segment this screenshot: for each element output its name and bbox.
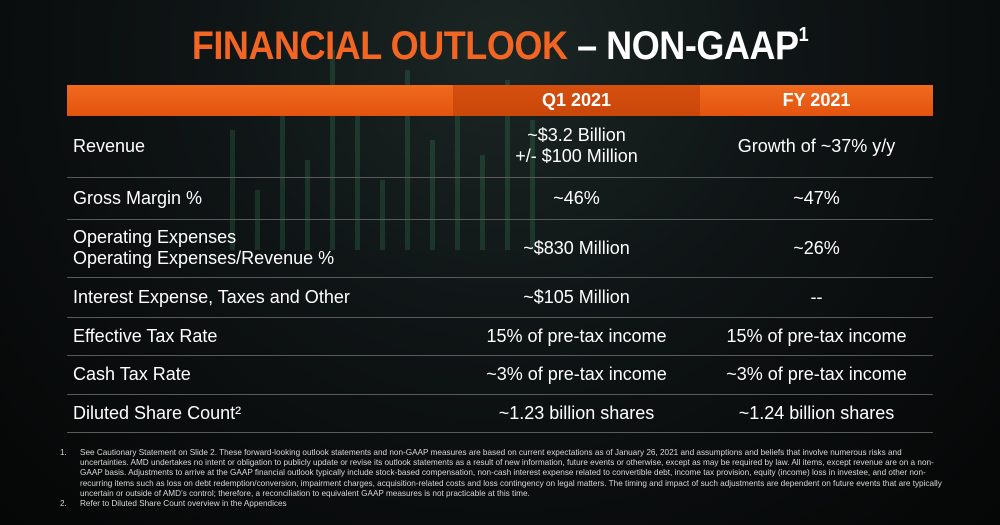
row-label-line: Cash Tax Rate [73,364,191,384]
fy-value-line: ~47% [793,187,840,208]
row-label: Cash Tax Rate [67,355,453,395]
q1-value: ~$105 Million [453,277,700,318]
q1-value-line: +/- $100 Million [515,146,638,167]
row-label: Gross Margin % [67,177,453,220]
q1-value-line: ~1.23 billion shares [498,402,655,423]
q1-value-line: ~46% [553,187,600,208]
fy-value-line: ~1.24 billion shares [738,402,895,423]
row-label-line: Gross Margin % [73,187,203,208]
row-label-line: Diluted Share Count² [73,402,242,423]
table-row: Operating Expenses Operating Expenses/Rev… [67,219,933,278]
table-header: Q1 2021 FY 2021 [67,85,933,116]
q1-value: 15% of pre-tax income [453,317,700,356]
fy-value-line: ~3% of pre-tax income [726,364,907,384]
fy-value-line: 15% of pre-tax income [726,325,907,346]
row-label: Revenue [67,116,453,178]
row-label-line: Effective Tax Rate [73,325,218,346]
outlook-table: Q1 2021 FY 2021 Revenue ~$3.2 Billion +/- … [67,85,933,433]
table-row: Cash Tax Rate ~3% of pre-tax income ~3% of… [67,355,933,395]
fy-value-line: -- [810,286,823,307]
header-fy: FY 2021 [700,85,933,116]
footnote-number: 2. [60,499,67,509]
row-label: Operating Expenses Operating Expenses/Rev… [67,219,453,278]
fy-value: ~3% of pre-tax income [700,355,933,395]
fy-value: ~1.24 billion shares [700,394,933,433]
footnotes: 1. See Cautionary Statement on Slide 2. T… [60,448,950,509]
table-row: Gross Margin % ~46% ~47% [67,177,933,220]
q1-value-line: ~3% of pre-tax income [486,364,667,384]
fy-value: -- [700,277,933,318]
header-label [67,85,453,116]
table-row: Revenue ~$3.2 Billion +/- $100 Million Grow… [67,116,933,178]
row-label-line: Operating Expenses [73,227,237,247]
footnote: 1. See Cautionary Statement on Slide 2. T… [60,448,950,499]
page-title: FINANCIAL OUTLOOK – NON-GAAP1 [50,24,950,69]
footnote-text: Refer to Diluted Share Count overview in… [80,499,287,509]
footnote: 2. Refer to Diluted Share Count overview … [60,499,950,509]
q1-value: ~$830 Million [453,219,700,278]
fy-value: Growth of ~37% y/y [700,116,933,178]
q1-value-line: 15% of pre-tax income [486,325,667,346]
fy-value: ~47% [700,177,933,220]
row-label: Diluted Share Count² [67,394,453,433]
q1-value: ~3% of pre-tax income [453,355,700,395]
fy-value: 15% of pre-tax income [700,317,933,356]
fy-value-line: Growth of ~37% y/y [737,135,896,156]
q1-value: ~46% [453,177,700,220]
footnote-text: See Cautionary Statement on Slide 2. The… [80,448,942,498]
fy-value: ~26% [700,219,933,278]
row-label-line: Operating Expenses/Revenue % [73,248,335,268]
row-label-line: Interest Expense, Taxes and Other [73,286,350,307]
table-row: Diluted Share Count² ~1.23 billion shares… [67,394,933,433]
q1-value-line: ~$105 Million [523,286,630,307]
q1-value-line: ~$830 Million [523,237,630,258]
row-label-line: Revenue [73,135,146,156]
header-q1: Q1 2021 [453,85,700,116]
row-label: Interest Expense, Taxes and Other [67,277,453,318]
table-row: Effective Tax Rate 15% of pre-tax income 1… [67,317,933,356]
footnote-number: 1. [60,448,67,457]
q1-value: ~$3.2 Billion +/- $100 Million [453,116,700,178]
row-label: Effective Tax Rate [67,317,453,356]
q1-value: ~1.23 billion shares [453,394,700,433]
table-row: Interest Expense, Taxes and Other ~$105 M… [67,277,933,318]
q1-value-line: ~$3.2 Billion [527,125,626,146]
title-orange: FINANCIAL OUTLOOK [191,24,568,68]
fy-value-line: ~26% [793,237,840,258]
title-footnote-ref: 1 [798,24,809,46]
title-white: – NON-GAAP [577,24,799,68]
